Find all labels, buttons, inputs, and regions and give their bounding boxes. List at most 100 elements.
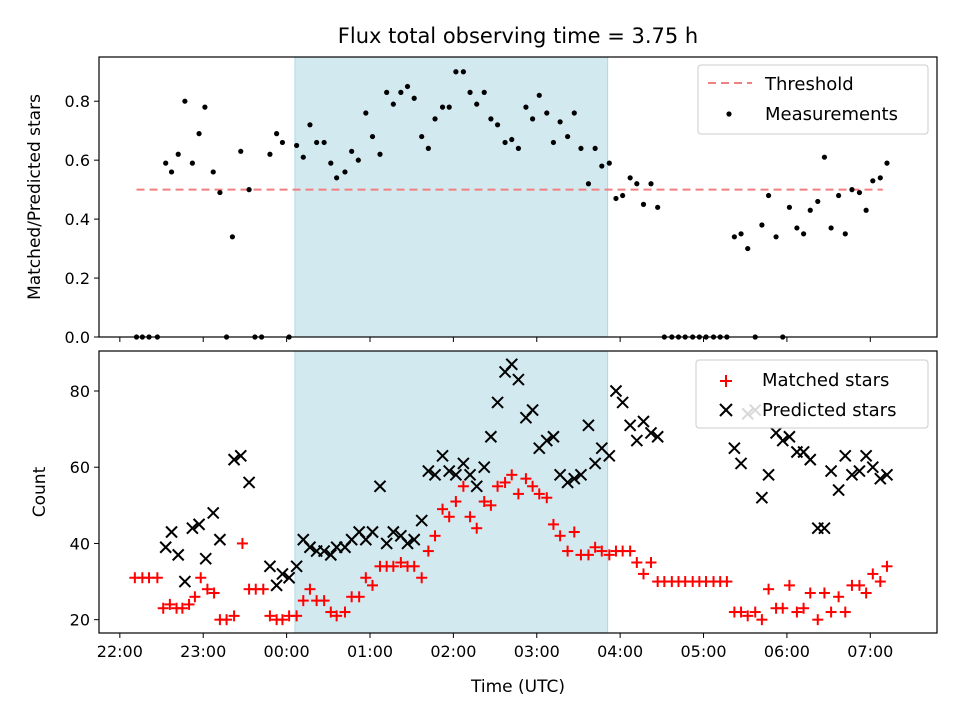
predicted-star-point [186,521,199,535]
legend-measurements-swatch [726,111,732,117]
x-tick-label: 00:00 [264,642,310,661]
matched-star-point [818,587,830,599]
measurement-point [620,192,626,199]
measurement-point [523,104,529,110]
predicted-star-point [463,468,477,482]
matched-star-point [506,469,518,481]
matched-star-point [485,499,497,511]
matched-star-point [228,610,240,622]
matched-star-point [151,572,163,584]
measurement-point [613,195,619,202]
predicted-star-point [199,552,212,565]
bottom-y-tick-label: 40 [70,534,90,553]
measurement-point [238,148,244,154]
matched-star-point [471,522,483,534]
measurement-point [509,136,515,143]
bottom-y-tick-label: 80 [70,382,90,401]
predicted-star-point [401,537,414,550]
matched-star-point [195,572,207,584]
predicted-star-point [776,434,789,447]
matched-star-point [291,610,303,622]
predicted-star-point [178,575,192,588]
matched-star-point [763,583,775,595]
matched-star-point [331,610,343,622]
matched-star-point [783,579,795,591]
top-y-tick-label: 0.8 [65,92,90,111]
x-tick-label: 05:00 [680,642,726,661]
measurement-point [870,178,876,184]
predicted-star-point [853,464,866,478]
predicted-star-point [734,457,748,470]
measurement-point [411,95,417,101]
matched-star-point [520,473,532,485]
measurement-point [246,187,252,193]
matched-star-point [360,572,372,584]
predicted-star-point [263,560,277,573]
matched-star-point [304,583,316,595]
matched-star-point [512,488,524,500]
measurement-point [571,110,577,116]
x-tick-label: 23:00 [180,642,226,661]
predicted-star-point [637,415,650,428]
matched-star-point [189,591,201,603]
measurement-point [229,234,236,240]
x-tick-label: 03:00 [514,642,560,661]
x-tick-label: 04:00 [597,642,643,661]
measurement-point [460,69,466,75]
bottom-x-axis: 22:00 23:00 00:00 01:00 02:00 03:00 04:00 05:00… [97,633,893,661]
measurement-point [419,133,425,140]
matched-star-point [492,480,504,492]
matched-star-point [176,602,188,614]
predicted-star-point [755,491,769,504]
matched-star-point [478,496,490,508]
matched-star-point [582,549,594,561]
predicted-star-point [165,525,178,539]
predicted-star-point [561,476,574,489]
matched-star-point [749,606,761,618]
measurement-point [446,104,452,110]
predicted-star-point [609,384,623,398]
predicted-star-point [242,476,256,489]
matched-star-point [276,614,288,626]
measurement-point [515,145,522,151]
measurement-point [279,139,286,146]
measurement-point [168,169,175,175]
measurement-point [481,89,487,95]
top-y-tick-label: 0.4 [65,210,90,229]
observing-window-top [294,56,609,338]
matched-star-point [183,598,195,610]
predicted-star-point [159,541,172,554]
predicted-star-point [428,468,442,482]
predicted-star-point [845,468,859,482]
measurement-point [390,101,396,107]
matched-star-point [645,557,657,568]
matched-star-point [527,480,539,492]
matched-star-point [429,530,441,542]
bottom-axes-frame [98,350,938,634]
measurement-point [794,225,800,231]
matched-star-point [721,576,733,588]
measurement-point [432,116,438,122]
matched-star-point [867,568,879,580]
x-tick-label: 06:00 [764,642,810,661]
measurement-point [488,116,494,122]
predicted-star-point [762,468,775,482]
matched-star-point [437,503,449,515]
matched-star-point [499,476,511,488]
matched-star-point [533,488,545,500]
matched-star-point [157,602,169,614]
measurement-point [773,234,779,240]
measurement-point [738,231,744,237]
bottom-panel: 20 40 60 80 22:00 23:00 00:00 01:00 02:00 03:00 0… [30,350,938,697]
predicted-star-point [290,560,303,573]
predicted-star-point [415,514,428,527]
legend-matched-label: Matched stars [762,370,889,391]
predicted-star-point [874,472,887,485]
legend-threshold-label: Threshold [764,74,854,95]
matched-star-point [366,579,378,591]
predicted-star-point [630,434,644,447]
measurement-point [565,133,571,140]
predicted-star-point [832,483,845,497]
matched-star-point [589,541,601,553]
predicted-star-point [380,537,393,550]
